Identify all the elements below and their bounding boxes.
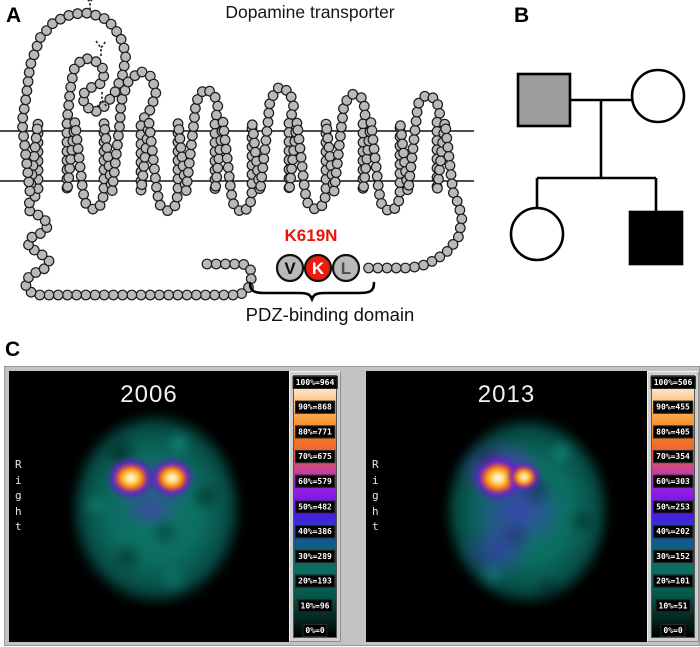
pedigree-chart bbox=[509, 68, 686, 266]
scan-year-label: 2013 bbox=[477, 381, 536, 408]
residue-l-letter: L bbox=[341, 259, 351, 278]
glycosylation-icon bbox=[87, 0, 93, 10]
glycosylation-icons bbox=[87, 0, 108, 108]
colorbar-tick: 20%=193 bbox=[295, 574, 335, 588]
colorbar-tick: 50%=253 bbox=[653, 500, 693, 513]
colorbar-gradient: 100%=964 90%=868 80%=771 70%=675 60%=579 50%=… bbox=[292, 375, 338, 638]
residue-v bbox=[275, 253, 305, 283]
colorbar-tick: 90%=455 bbox=[653, 400, 693, 414]
colorbar-tick: 60%=303 bbox=[653, 475, 693, 489]
panel-a-label: A bbox=[6, 4, 22, 27]
colorbar-tick: 70%=354 bbox=[653, 450, 693, 464]
glycosylation-icon bbox=[96, 92, 108, 108]
glycosylation-icon bbox=[95, 40, 107, 56]
colorbar-tick: 70%=675 bbox=[295, 450, 335, 464]
colorbar-tick: 10%=51 bbox=[655, 599, 691, 613]
colorbar-tick: 0%=0 bbox=[660, 624, 686, 637]
mother-circle bbox=[630, 68, 686, 124]
son-square bbox=[628, 210, 684, 266]
colorbar-2013: 100%=506 90%=455 80%=405 70%=354 60%=303 50%=… bbox=[647, 371, 699, 642]
panel-a-title: Dopamine transporter bbox=[225, 2, 395, 22]
residue-k-mutated bbox=[303, 253, 333, 283]
colorbar-tick: 100%=964 bbox=[292, 376, 338, 389]
pdz-residues: V K L bbox=[275, 253, 361, 283]
colorbar-gradient: 100%=506 90%=455 80%=405 70%=354 60%=303 50%=… bbox=[650, 375, 696, 638]
dat-snake-plot: V K L bbox=[0, 0, 474, 303]
panel-c-label: C bbox=[5, 338, 21, 361]
scan-year-label: 2006 bbox=[120, 381, 178, 408]
pedigree-lines bbox=[535, 98, 658, 212]
colorbar-2006: 100%=964 90%=868 80%=771 70%=675 60%=579 50%=… bbox=[289, 371, 341, 642]
colorbar-tick: 40%=202 bbox=[653, 524, 693, 538]
striatum-hotspot-right bbox=[147, 456, 197, 500]
colorbar-tick: 30%=289 bbox=[295, 549, 335, 563]
colorbar-tick: 10%=96 bbox=[297, 599, 333, 613]
mutation-label: K619N bbox=[284, 226, 338, 245]
residue-v-letter: V bbox=[284, 259, 296, 278]
colorbar-tick: 80%=405 bbox=[653, 425, 693, 439]
colorbar-tick: 60%=579 bbox=[295, 475, 335, 489]
residue-k-letter: K bbox=[312, 259, 325, 278]
pdz-brace bbox=[248, 281, 376, 303]
pdz-domain-label: PDZ-binding domain bbox=[245, 304, 415, 325]
colorbar-tick: 20%=101 bbox=[653, 574, 693, 588]
colorbar-tick: 80%=771 bbox=[295, 425, 335, 439]
colorbar-tick: 50%=482 bbox=[295, 500, 335, 513]
colorbar-tick: 100%=506 bbox=[650, 376, 696, 389]
daughter-circle bbox=[509, 206, 565, 262]
colorbar-tick: 0%=0 bbox=[302, 624, 328, 637]
colorbar-tick: 30%=152 bbox=[653, 549, 693, 563]
residue-l bbox=[331, 253, 361, 283]
father-square bbox=[516, 72, 572, 128]
colorbar-tick: 40%=386 bbox=[295, 524, 335, 538]
striatum-hotspot-right bbox=[505, 460, 543, 494]
colorbar-tick: 90%=868 bbox=[295, 400, 335, 414]
residue-chain bbox=[17, 7, 468, 301]
panel-b-label: B bbox=[514, 4, 530, 27]
